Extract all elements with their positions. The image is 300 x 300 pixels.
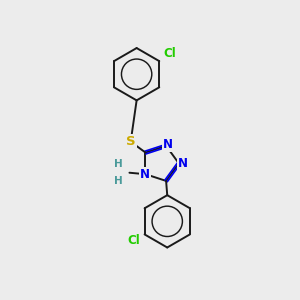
Text: N: N	[140, 168, 150, 181]
Text: N: N	[178, 157, 188, 170]
Text: S: S	[126, 135, 136, 148]
Text: H: H	[114, 159, 123, 170]
Text: Cl: Cl	[128, 234, 140, 247]
Text: H: H	[114, 176, 123, 186]
Text: Cl: Cl	[164, 47, 176, 60]
Text: N: N	[163, 138, 173, 151]
